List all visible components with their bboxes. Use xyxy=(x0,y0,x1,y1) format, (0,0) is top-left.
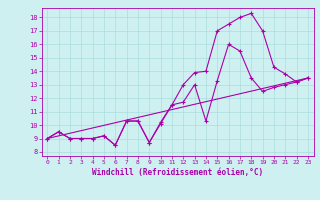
X-axis label: Windchill (Refroidissement éolien,°C): Windchill (Refroidissement éolien,°C) xyxy=(92,168,263,177)
